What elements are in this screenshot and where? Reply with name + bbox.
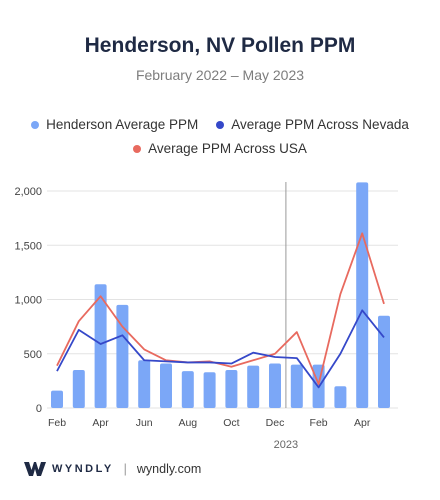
wyndly-logo: WYNDLY <box>24 462 114 476</box>
x-tick-label: Feb <box>310 417 328 429</box>
x-tick-label: Oct <box>223 417 239 429</box>
chart-subtitle: February 2022 – May 2023 <box>135 67 305 83</box>
legend-label-nevada: Average PPM Across Nevada <box>231 117 409 132</box>
x-tick-label: Dec <box>266 417 285 429</box>
bar <box>138 360 151 408</box>
bar <box>356 182 369 408</box>
brand-name: WYNDLY <box>52 463 114 475</box>
x-tick-label: Jun <box>136 417 153 429</box>
bar <box>290 364 303 408</box>
y-tick-label: 2,000 <box>14 186 42 198</box>
legend-item-usa: Average PPM Across USA <box>133 141 307 156</box>
bar <box>247 365 260 408</box>
x-tick-label: Apr <box>92 417 109 429</box>
footer: WYNDLY | wyndly.com <box>24 462 201 476</box>
y-tick-label: 0 <box>36 403 42 415</box>
y-tick-label: 1,500 <box>14 240 42 252</box>
bar <box>51 390 63 408</box>
bar <box>203 372 216 408</box>
bar <box>269 363 281 408</box>
usa-line <box>56 232 385 386</box>
legend-item-nevada: Average PPM Across Nevada <box>216 117 409 132</box>
bar <box>334 386 347 408</box>
legend-row-1: Henderson Average PPM Average PPM Across… <box>0 117 440 132</box>
legend-label-usa: Average PPM Across USA <box>148 141 307 156</box>
bar <box>94 284 107 408</box>
y-tick-label: 1,000 <box>14 295 42 307</box>
footer-separator: | <box>123 462 127 476</box>
legend-marker-henderson <box>31 120 40 129</box>
legend-item-henderson: Henderson Average PPM <box>31 117 198 132</box>
chart-title: Henderson, NV Pollen PPM <box>84 34 356 57</box>
year-label: 2023 <box>274 439 298 451</box>
wyndly-w-icon <box>24 462 46 476</box>
bar <box>160 363 172 408</box>
footer-url[interactable]: wyndly.com <box>136 462 202 476</box>
legend-row-2: Average PPM Across USA <box>0 141 440 156</box>
legend-marker-usa <box>133 144 142 153</box>
x-tick-label: Aug <box>178 417 197 429</box>
x-tick-label: Feb <box>48 417 66 429</box>
bar <box>181 371 194 408</box>
bar <box>72 370 85 408</box>
y-tick-label: 500 <box>24 349 42 361</box>
bar <box>378 315 390 408</box>
legend-marker-nevada <box>216 120 225 129</box>
nevada-line <box>56 309 385 389</box>
bar <box>225 370 238 408</box>
legend-label-henderson: Henderson Average PPM <box>46 117 199 132</box>
x-tick-label: Apr <box>354 417 371 429</box>
